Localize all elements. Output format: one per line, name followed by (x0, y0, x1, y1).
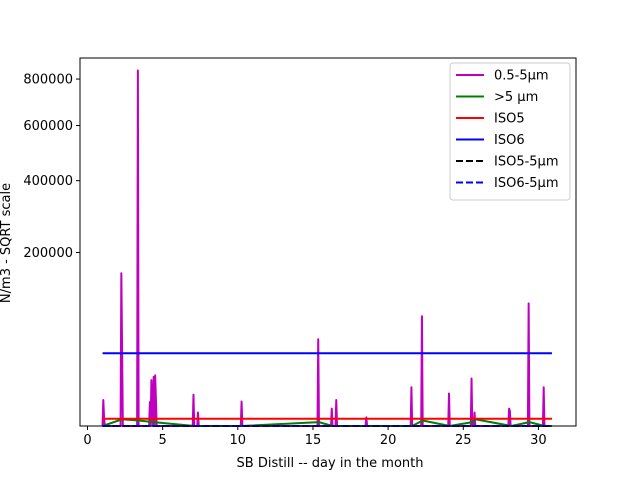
plot-frame (79, 57, 577, 427)
x-tick-label: 0 (83, 433, 91, 448)
x-tick-label: 25 (455, 433, 472, 448)
x-tick-label: 15 (305, 433, 322, 448)
x-tick-label: 5 (159, 433, 167, 448)
x-axis-title: SB Distill -- day in the month (237, 456, 424, 471)
legend-label-2: ISO5 (494, 112, 525, 127)
legend-label-3: ISO6 (494, 133, 525, 148)
legend-label-4: ISO5-5µm (494, 155, 559, 170)
x-tick-label: 20 (380, 433, 397, 448)
y-tick-label: 400000 (23, 174, 73, 189)
legend-label-0: 0.5-5µm (494, 69, 549, 84)
legend: 0.5-5µm >5 µm ISO5 ISO6 ISO5-5µm ISO6-5µm (449, 62, 571, 201)
legend-label-1: >5 µm (494, 90, 538, 105)
y-tick-label: 600000 (23, 119, 73, 134)
y-tick-label: 800000 (23, 73, 73, 88)
y-axis-title: N/m3 - SQRT scale (0, 183, 14, 303)
x-tick-label: 10 (230, 433, 247, 448)
y-tick-label: 200000 (23, 246, 73, 261)
axes-layer: 0 5 10 15 20 25 30 200000 400000 600000 800000 (23, 57, 577, 448)
legend-label-5: ISO6-5µm (494, 176, 559, 191)
x-tick-label: 30 (530, 433, 547, 448)
